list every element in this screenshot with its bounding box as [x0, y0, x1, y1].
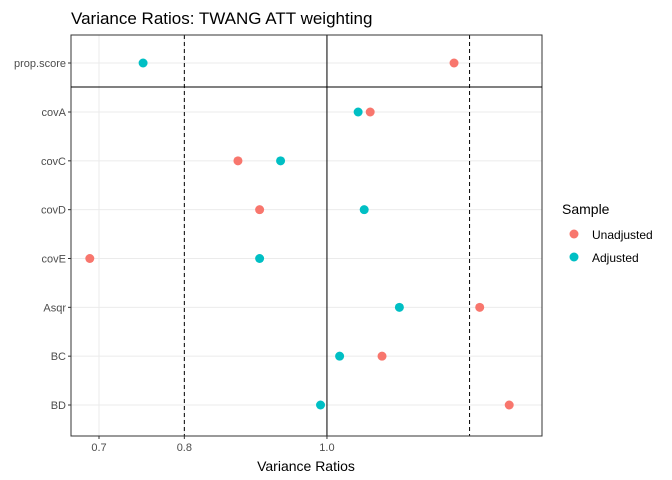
y-tick-label: covD	[41, 205, 66, 217]
data-point-adjusted	[394, 302, 404, 312]
data-points	[85, 58, 514, 410]
data-point-unadjusted	[449, 58, 459, 68]
y-tick-label: BD	[51, 400, 66, 412]
data-point-unadjusted	[85, 254, 95, 263]
y-tick-label: covE	[42, 254, 66, 266]
y-tick-label: covC	[41, 156, 66, 168]
y-tick-label: covA	[42, 107, 67, 119]
data-point-adjusted	[353, 107, 363, 117]
data-point-unadjusted	[255, 205, 265, 215]
y-axis-labels: prop.score covA covC covD covE Asqr BC BD	[14, 58, 71, 412]
data-point-adjusted	[138, 58, 148, 68]
data-point-adjusted	[335, 351, 345, 361]
x-axis-labels: 0.7 0.8 1.0	[91, 436, 335, 454]
y-tick-label: Asqr	[43, 302, 66, 314]
y-tick-label: BC	[51, 351, 66, 363]
legend-key-adjusted	[569, 252, 579, 262]
y-tick-label: prop.score	[14, 58, 66, 70]
data-point-adjusted	[316, 400, 326, 410]
data-point-unadjusted	[365, 107, 375, 117]
legend-label-unadjusted: Unadjusted	[592, 228, 653, 242]
legend-title: Sample	[562, 201, 610, 217]
legend-label-adjusted: Adjusted	[592, 251, 639, 265]
data-point-unadjusted	[504, 400, 514, 410]
legend: Sample Unadjusted Adjusted	[562, 201, 653, 265]
x-tick-label: 1.0	[319, 442, 334, 454]
data-point-unadjusted	[475, 302, 485, 312]
data-point-adjusted	[276, 156, 286, 166]
data-point-adjusted	[255, 254, 265, 263]
reference-lines	[183, 35, 471, 436]
grid-lines	[71, 35, 542, 436]
x-tick-label: 0.7	[91, 442, 106, 454]
legend-key-unadjusted	[569, 229, 579, 239]
x-axis-title: Variance Ratios	[257, 458, 355, 474]
data-point-unadjusted	[377, 351, 387, 361]
panel-border	[70, 34, 543, 437]
x-tick-label: 0.8	[177, 442, 192, 454]
data-point-unadjusted	[233, 156, 243, 166]
data-point-adjusted	[359, 205, 369, 215]
chart-title: Variance Ratios: TWANG ATT weighting	[71, 9, 372, 28]
